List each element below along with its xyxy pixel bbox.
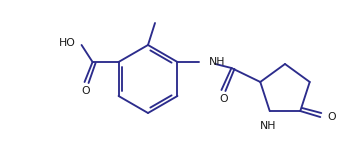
Text: O: O: [327, 112, 336, 122]
Text: O: O: [81, 86, 90, 96]
Text: NH: NH: [260, 121, 276, 131]
Text: HO: HO: [59, 38, 76, 48]
Text: O: O: [219, 94, 228, 104]
Text: NH: NH: [208, 57, 225, 67]
